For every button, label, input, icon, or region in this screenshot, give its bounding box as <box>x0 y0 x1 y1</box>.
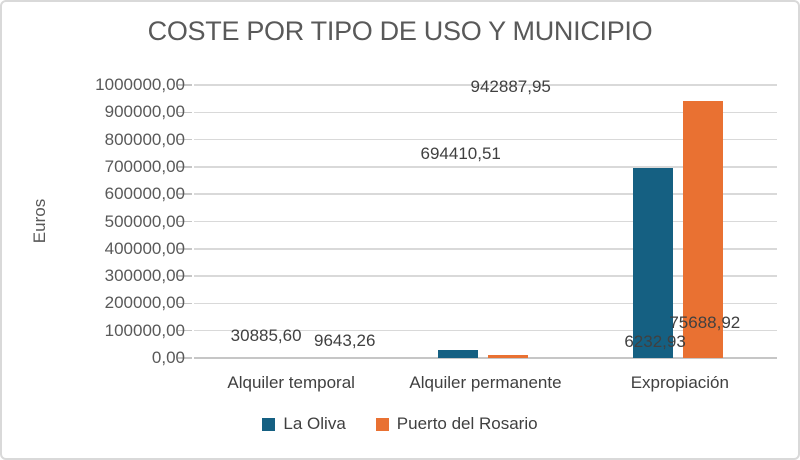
bar-la-oliva[interactable] <box>632 168 673 358</box>
gridline <box>194 329 777 332</box>
y-tick-label: 400000,00 <box>104 238 185 258</box>
y-axis-tick <box>178 329 192 332</box>
y-tick-label: 100000,00 <box>104 320 185 340</box>
legend-label: Puerto del Rosario <box>396 414 538 433</box>
gridline <box>194 166 777 168</box>
gridline <box>194 357 777 359</box>
legend-swatch-icon <box>262 417 276 431</box>
data-label-la-oliva: 6232,93 <box>624 332 686 352</box>
y-axis-tick <box>178 166 192 168</box>
gridline <box>194 193 777 195</box>
legend-item-puerto-del-rosario[interactable]: Puerto del Rosario <box>375 414 538 434</box>
legend-label: La Oliva <box>283 414 346 433</box>
y-axis-tick <box>178 357 192 359</box>
plot-area <box>178 84 777 359</box>
chart-title[interactable]: COSTE POR TIPO DE USO Y MUNICIPIO <box>147 16 653 46</box>
y-tick-label: 800000,00 <box>104 129 185 149</box>
legend-swatch-icon <box>375 417 389 431</box>
gridline <box>194 111 777 114</box>
gridline <box>194 302 777 305</box>
y-tick-label: 300000,00 <box>104 266 185 286</box>
y-tick-label: 500000,00 <box>104 211 185 231</box>
legend: La Oliva Puerto del Rosario <box>2 412 798 436</box>
bar-la-oliva[interactable] <box>438 349 479 358</box>
y-axis-tick <box>178 275 192 277</box>
gridline <box>194 275 777 277</box>
data-label-la-oliva: 694410,51 <box>420 144 501 164</box>
data-label-la-oliva: 30885,60 <box>230 325 302 345</box>
y-axis-tick <box>178 84 192 86</box>
gridline <box>194 84 777 86</box>
category-label-expropiaci-n: Expropiación <box>630 373 729 392</box>
y-axis-tick <box>178 220 192 223</box>
y-tick-label: 600000,00 <box>104 184 185 204</box>
data-label-puerto-del-rosario: 75688,92 <box>669 313 741 333</box>
legend-item-la-oliva[interactable]: La Oliva <box>262 414 346 434</box>
bar-puerto-del-rosario[interactable] <box>488 355 529 358</box>
data-label-puerto-del-rosario: 942887,95 <box>470 76 551 96</box>
bar-puerto-del-rosario[interactable] <box>682 100 723 358</box>
y-axis-tick <box>178 302 192 305</box>
gridline <box>194 220 777 223</box>
y-axis-tick <box>178 111 192 114</box>
gridline <box>194 248 777 250</box>
y-tick-label: 0,00 <box>151 348 185 367</box>
category-label-alquiler-temporal: Alquiler temporal <box>227 373 355 392</box>
y-axis-tick <box>178 138 192 141</box>
y-axis-tick <box>178 193 192 195</box>
y-tick-label: 900000,00 <box>104 102 185 122</box>
category-label-alquiler-permanente: Alquiler permanente <box>409 373 562 392</box>
data-label-puerto-del-rosario: 9643,26 <box>314 331 376 351</box>
gridline <box>194 138 777 141</box>
y-axis-tick <box>178 248 192 250</box>
y-tick-label: 700000,00 <box>104 156 185 176</box>
y-tick-label: 1000000,00 <box>95 75 185 94</box>
y-tick-label: 200000,00 <box>104 293 185 313</box>
